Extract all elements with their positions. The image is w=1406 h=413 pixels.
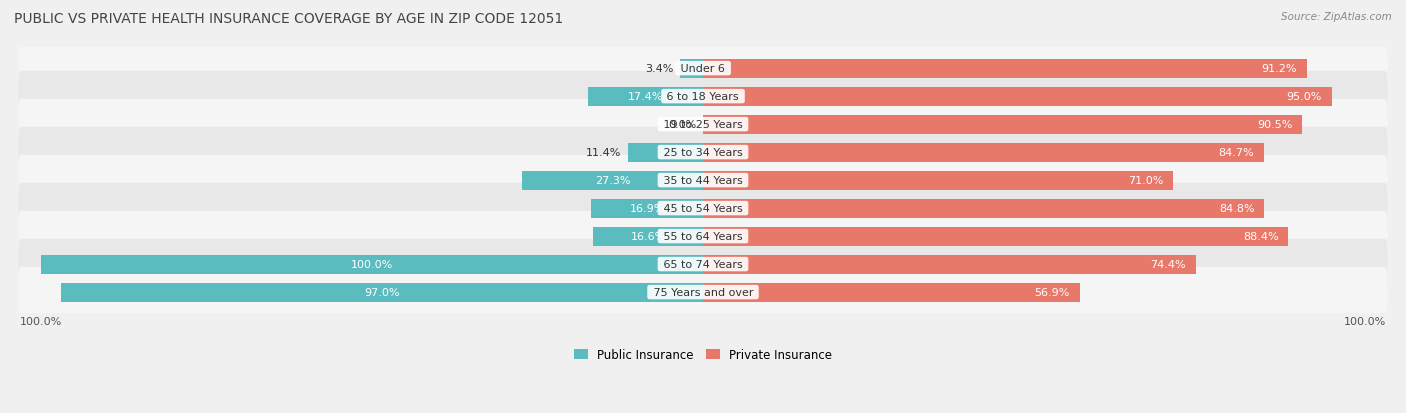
Text: 56.9%: 56.9% (1035, 287, 1070, 297)
Text: 71.0%: 71.0% (1128, 176, 1163, 186)
FancyBboxPatch shape (18, 156, 1388, 206)
Bar (703, 115, 1302, 134)
FancyBboxPatch shape (18, 100, 1388, 150)
Text: 17.4%: 17.4% (627, 92, 664, 102)
Text: 3.4%: 3.4% (645, 64, 673, 74)
Bar (522, 171, 703, 190)
Text: 100.0%: 100.0% (352, 259, 394, 269)
Text: 45 to 54 Years: 45 to 54 Years (659, 204, 747, 214)
Text: PUBLIC VS PRIVATE HEALTH INSURANCE COVERAGE BY AGE IN ZIP CODE 12051: PUBLIC VS PRIVATE HEALTH INSURANCE COVER… (14, 12, 564, 26)
Bar (703, 59, 1306, 78)
Text: 65 to 74 Years: 65 to 74 Years (659, 259, 747, 269)
Text: 84.8%: 84.8% (1219, 204, 1254, 214)
Text: 88.4%: 88.4% (1243, 232, 1278, 242)
Text: 35 to 44 Years: 35 to 44 Years (659, 176, 747, 186)
Bar (60, 283, 703, 302)
Text: 19 to 25 Years: 19 to 25 Years (659, 120, 747, 130)
FancyBboxPatch shape (18, 239, 1388, 290)
Bar (703, 199, 1264, 218)
Bar (703, 171, 1173, 190)
Text: 6 to 18 Years: 6 to 18 Years (664, 92, 742, 102)
Bar (703, 88, 1331, 107)
FancyBboxPatch shape (18, 183, 1388, 234)
Legend: Public Insurance, Private Insurance: Public Insurance, Private Insurance (569, 343, 837, 366)
Text: 90.5%: 90.5% (1257, 120, 1292, 130)
Text: Under 6: Under 6 (678, 64, 728, 74)
FancyBboxPatch shape (18, 211, 1388, 262)
Bar (703, 283, 1080, 302)
Text: 0.0%: 0.0% (668, 120, 696, 130)
FancyBboxPatch shape (18, 128, 1388, 178)
Bar (591, 199, 703, 218)
Text: 11.4%: 11.4% (585, 148, 621, 158)
Bar (681, 59, 703, 78)
Text: 91.2%: 91.2% (1261, 64, 1296, 74)
FancyBboxPatch shape (18, 44, 1388, 94)
Text: 75 Years and over: 75 Years and over (650, 287, 756, 297)
Text: Source: ZipAtlas.com: Source: ZipAtlas.com (1281, 12, 1392, 22)
Text: 25 to 34 Years: 25 to 34 Years (659, 148, 747, 158)
Bar (593, 227, 703, 246)
Text: 16.6%: 16.6% (630, 232, 665, 242)
FancyBboxPatch shape (18, 72, 1388, 122)
Text: 97.0%: 97.0% (364, 287, 399, 297)
Text: 95.0%: 95.0% (1286, 92, 1322, 102)
Bar (588, 88, 703, 107)
Bar (627, 143, 703, 162)
Bar (703, 143, 1264, 162)
Bar (703, 227, 1288, 246)
Text: 84.7%: 84.7% (1218, 148, 1254, 158)
Bar (41, 255, 703, 274)
Text: 74.4%: 74.4% (1150, 259, 1185, 269)
Text: 55 to 64 Years: 55 to 64 Years (659, 232, 747, 242)
Bar (703, 255, 1195, 274)
FancyBboxPatch shape (18, 267, 1388, 318)
Text: 27.3%: 27.3% (595, 176, 630, 186)
Text: 16.9%: 16.9% (630, 204, 665, 214)
